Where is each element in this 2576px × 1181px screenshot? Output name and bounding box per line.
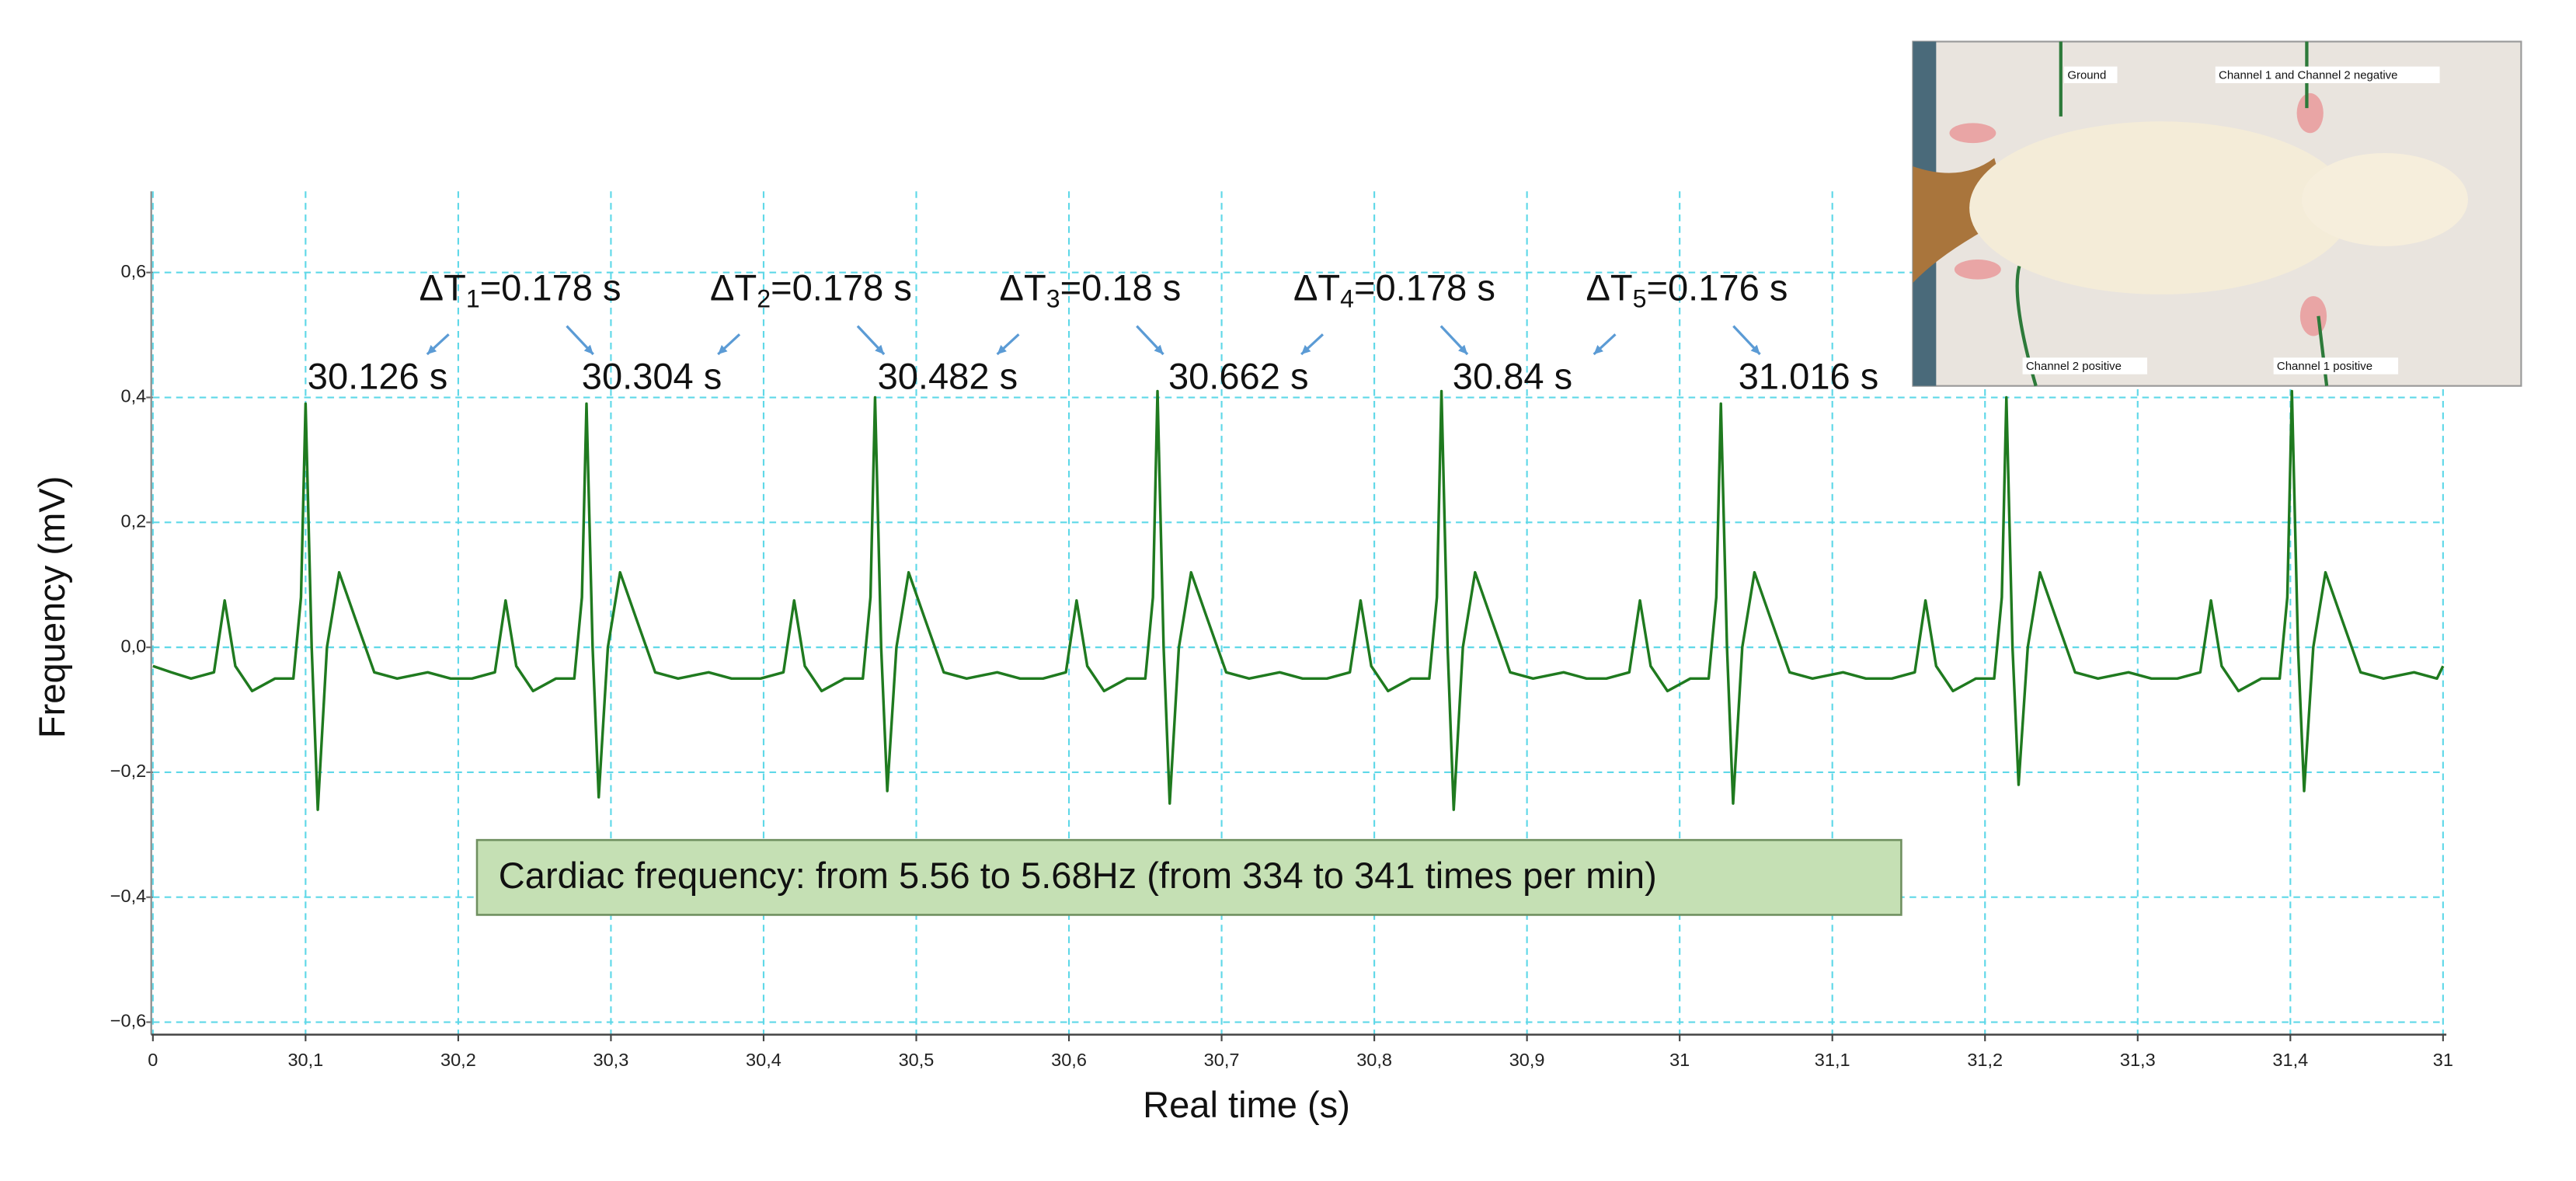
interval-label: ΔT3=0.18 s bbox=[1000, 267, 1182, 313]
interval-symbol: ΔT bbox=[1586, 267, 1632, 308]
interval-index: 5 bbox=[1633, 285, 1647, 313]
y-axis-title: Frequency (mV) bbox=[31, 476, 72, 739]
peak-label: 30.304 s bbox=[582, 356, 722, 397]
inset-label: Channel 1 and Channel 2 negative bbox=[2219, 68, 2397, 82]
x-tick-label: 31 bbox=[1669, 1050, 1690, 1070]
note-text: Cardiac frequency: from 5.56 to 5.68Hz (… bbox=[499, 855, 1657, 896]
y-tick-label: −0,4 bbox=[110, 886, 146, 906]
annotation-arrowhead bbox=[1593, 345, 1603, 354]
x-tick-label: 31 bbox=[2433, 1050, 2453, 1070]
inset-paw bbox=[1949, 123, 1996, 144]
inset-tag bbox=[2022, 357, 2148, 375]
x-tick-label: 30,6 bbox=[1051, 1050, 1087, 1070]
x-tick-label: 30,3 bbox=[594, 1050, 629, 1070]
annotation-arrowhead bbox=[1750, 344, 1760, 354]
annotation-arrowhead bbox=[875, 344, 885, 354]
x-tick-label: 30,8 bbox=[1356, 1050, 1392, 1070]
inset-paw bbox=[1954, 259, 2001, 280]
x-tick-label: 30,9 bbox=[1509, 1050, 1545, 1070]
interval-label: ΔT2=0.178 s bbox=[710, 267, 912, 313]
inset-body bbox=[1969, 121, 2352, 294]
interval-value: =0.178 s bbox=[1354, 267, 1495, 308]
note-box bbox=[475, 838, 1902, 916]
annotation-arrowhead bbox=[1301, 345, 1311, 354]
plot-area bbox=[152, 389, 2445, 811]
interval-symbol: ΔT bbox=[710, 267, 757, 308]
interval-index: 2 bbox=[757, 285, 771, 313]
x-tick-label: 31,2 bbox=[1967, 1050, 2003, 1070]
annotation-arrowhead bbox=[718, 345, 728, 354]
annotation-arrowhead bbox=[426, 345, 437, 354]
inset-tag bbox=[2273, 357, 2399, 375]
interval-label: ΔT1=0.178 s bbox=[419, 267, 621, 313]
x-tick-label: 30,4 bbox=[746, 1050, 782, 1070]
interval-symbol: ΔT bbox=[1000, 267, 1046, 308]
interval-value: =0.176 s bbox=[1647, 267, 1788, 308]
peak-label: 31.016 s bbox=[1739, 356, 1879, 397]
interval-index: 4 bbox=[1340, 285, 1354, 313]
x-axis-title: Real time (s) bbox=[1143, 1084, 1350, 1125]
x-tick-label: 30,7 bbox=[1204, 1050, 1240, 1070]
y-tick-label: 0,0 bbox=[121, 636, 147, 656]
interval-value: =0.178 s bbox=[771, 267, 912, 308]
inset-label: Channel 2 positive bbox=[2026, 360, 2122, 373]
x-tick-label: 31,1 bbox=[1815, 1050, 1850, 1070]
x-tick-label: 30,5 bbox=[899, 1050, 935, 1070]
interval-index: 3 bbox=[1046, 285, 1060, 313]
interval-index: 1 bbox=[466, 285, 480, 313]
annotation-arrowhead bbox=[1154, 344, 1164, 354]
inset-paw bbox=[2296, 92, 2324, 134]
x-tick-label: 31,3 bbox=[2120, 1050, 2156, 1070]
peak-label: 30.482 s bbox=[878, 356, 1018, 397]
peak-label: 30.84 s bbox=[1453, 356, 1572, 397]
inset-tag bbox=[2215, 66, 2440, 84]
y-tick-label: −0,2 bbox=[110, 761, 146, 781]
inset-label: Channel 1 positive bbox=[2277, 360, 2372, 373]
inset-head bbox=[2302, 152, 2468, 246]
annotation-arrowhead bbox=[997, 345, 1007, 354]
inset-paw bbox=[2299, 296, 2327, 336]
x-tick-label: 30,1 bbox=[287, 1050, 323, 1070]
peak-label: 30.662 s bbox=[1168, 356, 1309, 397]
x-tick-label: 31,4 bbox=[2272, 1050, 2308, 1070]
y-tick-label: 0,6 bbox=[121, 261, 147, 281]
interval-value: =0.178 s bbox=[480, 267, 621, 308]
x-tick-label: 0 bbox=[148, 1050, 158, 1070]
inset-tag bbox=[2064, 66, 2118, 84]
inset-photo: Ground Channel 1 and Channel 2 negative … bbox=[1912, 40, 2522, 387]
annotation-arrowhead bbox=[1458, 344, 1468, 354]
y-tick-label: 0,4 bbox=[121, 386, 147, 406]
annotations: ΔT1=0.178 s ΔT2=0.178 s ΔT3=0.18 s ΔT4=0.17… bbox=[308, 267, 1879, 396]
interval-label: ΔT5=0.176 s bbox=[1586, 267, 1788, 313]
interval-value: =0.18 s bbox=[1060, 267, 1182, 308]
peak-label: 30.126 s bbox=[308, 356, 448, 397]
y-tick-label: −0,6 bbox=[110, 1011, 146, 1031]
x-tick-label: 30,2 bbox=[440, 1050, 476, 1070]
annotation-arrowhead bbox=[583, 344, 594, 354]
interval-symbol: ΔT bbox=[1293, 267, 1340, 308]
inset-label: Ground bbox=[2067, 68, 2106, 82]
interval-label: ΔT4=0.178 s bbox=[1293, 267, 1495, 313]
ecg-line bbox=[152, 389, 2445, 811]
y-tick-label: 0,2 bbox=[121, 511, 147, 531]
interval-symbol: ΔT bbox=[419, 267, 466, 308]
